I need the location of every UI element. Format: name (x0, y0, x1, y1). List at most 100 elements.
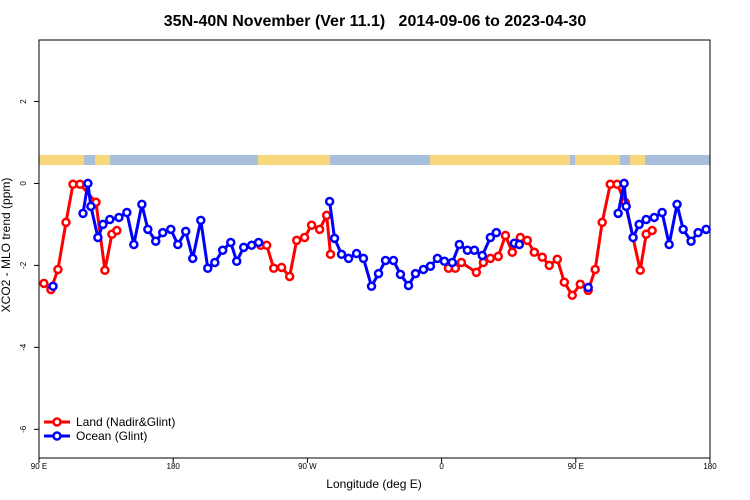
point (678, 224, 688, 235)
legend-label: Ocean (Glint) (76, 429, 147, 443)
point (380, 255, 391, 266)
y-tick-label: 0 (19, 181, 28, 186)
point (403, 280, 414, 291)
point (469, 245, 480, 255)
point (291, 235, 302, 246)
point (701, 224, 711, 235)
point (567, 290, 577, 301)
point (635, 265, 645, 276)
point (231, 256, 242, 267)
point (597, 217, 607, 228)
y-axis-label: XCO2 - MLO trend (ppm) (0, 178, 13, 313)
point (314, 224, 325, 235)
point (343, 253, 354, 264)
point (418, 264, 429, 275)
point (180, 226, 191, 237)
point (657, 207, 667, 218)
point (210, 257, 220, 268)
point (621, 201, 631, 212)
x-tick-label: 90 W (298, 462, 317, 471)
point (471, 267, 482, 278)
legend-label: Land (Nadir&Glint) (76, 415, 175, 429)
y-tick-label: -2 (19, 261, 28, 269)
point (447, 257, 458, 268)
point (217, 245, 228, 255)
point (53, 264, 63, 275)
point (613, 208, 623, 219)
point (238, 242, 249, 253)
point (39, 278, 49, 289)
point (158, 227, 168, 238)
point (544, 260, 555, 271)
point (649, 212, 659, 223)
point (583, 282, 593, 293)
point (78, 208, 88, 219)
point (529, 247, 540, 258)
point (358, 253, 369, 264)
point (456, 257, 467, 268)
point (686, 236, 696, 246)
point (634, 219, 644, 230)
point (98, 219, 108, 230)
point (693, 227, 703, 238)
chart-title: 35N-40N November (Ver 11.1) 2014-09-06 t… (164, 13, 587, 30)
point (366, 281, 377, 292)
point (100, 265, 110, 276)
point (61, 217, 71, 228)
point (93, 232, 103, 243)
point (112, 225, 122, 236)
point (203, 263, 213, 274)
point (137, 199, 147, 210)
point (48, 281, 58, 292)
point (425, 261, 436, 271)
plot-frame (38, 39, 711, 459)
point (395, 269, 406, 280)
point (575, 279, 586, 289)
legend-marker (52, 431, 62, 441)
x-tick-label: 180 (703, 462, 717, 471)
point (485, 232, 496, 243)
point (86, 201, 96, 212)
point (351, 248, 362, 259)
point (493, 251, 504, 262)
point (114, 212, 124, 223)
point (324, 196, 335, 207)
point (672, 199, 682, 210)
y-tick-label: 2 (19, 99, 28, 104)
point (552, 254, 563, 264)
point (284, 271, 295, 282)
point (276, 262, 287, 273)
point (151, 236, 161, 246)
point (329, 233, 340, 244)
x-tick-label: 0 (439, 462, 444, 471)
series-line (81, 183, 707, 291)
x-tick-label: 90 E (31, 462, 47, 471)
point (410, 268, 421, 279)
point (122, 207, 132, 218)
point (514, 239, 525, 250)
x-axis-label: Longitude (deg E) (326, 477, 421, 491)
point (336, 249, 347, 260)
point (454, 239, 465, 250)
point (129, 239, 139, 250)
point (105, 214, 115, 225)
point (75, 179, 85, 190)
point (522, 235, 533, 246)
point (173, 239, 183, 250)
point (325, 249, 336, 260)
y-tick-label: -4 (19, 343, 28, 351)
legend-marker (52, 417, 62, 427)
point (321, 210, 332, 221)
point (268, 263, 279, 274)
point (306, 220, 317, 230)
point (261, 240, 272, 251)
point (641, 214, 651, 225)
point (187, 253, 198, 264)
point (196, 215, 206, 226)
point (507, 247, 518, 258)
point (253, 237, 264, 248)
point (166, 224, 176, 235)
point (299, 232, 310, 243)
